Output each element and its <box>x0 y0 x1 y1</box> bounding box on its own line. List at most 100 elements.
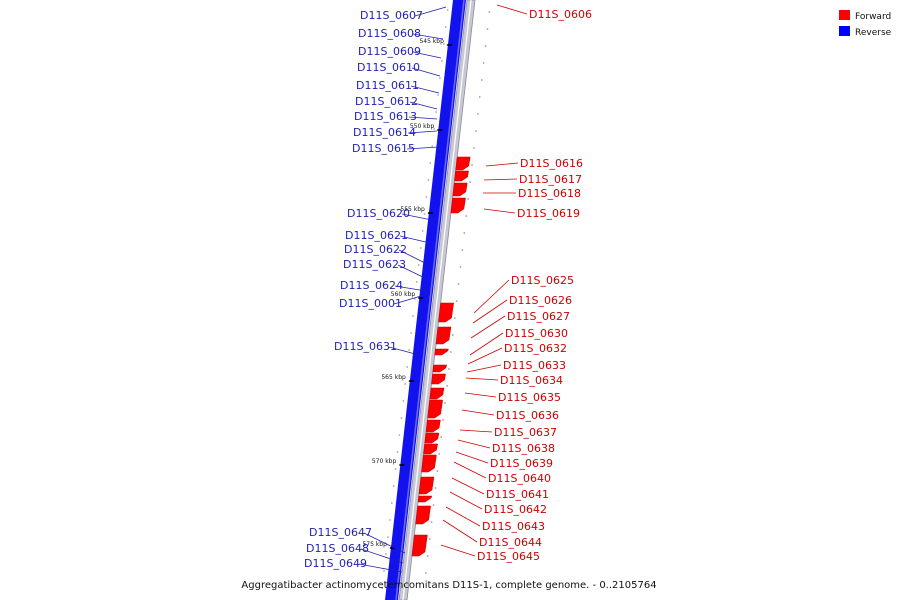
gene-leader-line <box>465 377 499 381</box>
reverse-gene-label[interactable]: D11S_0615 <box>352 142 415 155</box>
gene-leader-line <box>449 491 483 510</box>
forward-gene-block[interactable] <box>434 348 449 356</box>
forward-gene-label[interactable]: D11S_0633 <box>503 359 566 372</box>
reverse-gene-label[interactable]: D11S_0001 <box>339 297 402 310</box>
legend: Forward Reverse <box>839 10 892 38</box>
reverse-gene-label[interactable]: D11S_0631 <box>334 340 397 353</box>
forward-gene-blocks <box>411 156 471 557</box>
forward-gene-label[interactable]: D11S_0639 <box>490 457 553 470</box>
forward-gene-block[interactable] <box>438 302 454 323</box>
genome-backbone <box>398 0 476 600</box>
gene-leader-line <box>412 51 442 59</box>
forward-gene-label[interactable]: D11S_0642 <box>484 503 547 516</box>
reverse-gene-label[interactable]: D11S_0620 <box>347 207 410 220</box>
gene-leader-line <box>467 347 503 365</box>
forward-gene-block[interactable] <box>423 443 438 455</box>
reverse-gene-label[interactable]: D11S_0609 <box>358 45 421 58</box>
forward-gene-block[interactable] <box>431 373 446 385</box>
gene-leader-line <box>483 208 516 214</box>
forward-gene-block[interactable] <box>418 476 435 495</box>
scale-tick-label: 550 kbp <box>410 123 435 130</box>
forward-gene-label[interactable]: D11S_0627 <box>507 310 570 323</box>
forward-gene-block[interactable] <box>427 399 443 419</box>
forward-gene-label[interactable]: D11S_0638 <box>492 442 555 455</box>
reverse-gene-label[interactable]: D11S_0621 <box>345 229 408 242</box>
gene-leader-line <box>483 178 518 181</box>
reverse-gene-label[interactable]: D11S_0610 <box>357 61 420 74</box>
forward-gene-block[interactable] <box>415 505 431 525</box>
reverse-gene-label[interactable]: D11S_0608 <box>358 27 421 40</box>
scale-tick-label: 555 kbp <box>400 206 425 213</box>
gene-leader-line <box>440 544 476 557</box>
forward-gene-block[interactable] <box>424 432 440 444</box>
scale-ticks: 545 kbp 550 kbp 555 kbp 560 kbp 565 kbp 570 k… <box>362 9 491 589</box>
forward-gene-label[interactable]: D11S_0625 <box>511 274 574 287</box>
forward-gene-label[interactable]: D11S_0634 <box>500 374 563 387</box>
reverse-gene-label[interactable]: D11S_0647 <box>309 526 372 539</box>
gene-leader-line <box>408 116 438 120</box>
gene-leader-line <box>410 85 440 94</box>
reverse-gene-label[interactable]: D11S_0623 <box>343 258 406 271</box>
forward-gene-label[interactable]: D11S_0640 <box>488 472 551 485</box>
forward-gene-block[interactable] <box>454 170 469 182</box>
forward-gene-label[interactable]: D11S_0644 <box>479 536 542 549</box>
gene-leader-line <box>388 346 420 356</box>
legend-swatch-reverse <box>839 26 850 36</box>
forward-gene-block[interactable] <box>432 364 447 373</box>
legend-label-forward: Forward <box>855 12 891 22</box>
scale-tick-label: 560 kbp <box>391 291 416 298</box>
reverse-gene-label[interactable]: D11S_0614 <box>353 126 416 139</box>
reverse-gene-label[interactable]: D11S_0612 <box>355 95 418 108</box>
gene-leader-line <box>470 315 506 339</box>
reverse-gene-label[interactable]: D11S_0607 <box>360 9 423 22</box>
reverse-gene-label[interactable]: D11S_0611 <box>356 79 419 92</box>
gene-leader-line <box>469 332 504 356</box>
forward-gene-label[interactable]: D11S_0618 <box>518 187 581 200</box>
forward-gene-block[interactable] <box>429 387 445 400</box>
gene-leader-line <box>451 477 485 495</box>
reverse-gene-label[interactable]: D11S_0648 <box>306 542 369 555</box>
forward-gene-label[interactable]: D11S_0616 <box>520 157 583 170</box>
forward-gene-label[interactable]: D11S_0645 <box>477 550 540 563</box>
gene-leader-line <box>459 429 493 433</box>
forward-gene-label[interactable]: D11S_0636 <box>496 409 559 422</box>
reverse-gene-label[interactable]: D11S_0613 <box>354 110 417 123</box>
gene-leader-line <box>445 506 481 527</box>
gene-leader-line <box>398 249 430 266</box>
gene-leader-line <box>453 461 487 479</box>
forward-gene-label[interactable]: D11S_0641 <box>486 488 549 501</box>
forward-gene-label[interactable]: D11S_0626 <box>509 294 572 307</box>
scale-tick-label: 575 kbp <box>362 541 387 548</box>
forward-gene-label[interactable]: D11S_0637 <box>494 426 557 439</box>
gene-leader-line <box>406 146 439 150</box>
forward-gene-label[interactable]: D11S_0619 <box>517 207 580 220</box>
gene-leader-line <box>455 451 489 464</box>
scale-tick-label: 545 kbp <box>419 38 444 45</box>
gene-leader-line <box>457 439 491 449</box>
gene-leader-line <box>399 235 431 244</box>
gene-leader-line <box>461 409 495 416</box>
forward-gene-label[interactable]: D11S_0617 <box>519 173 582 186</box>
forward-gene-label[interactable]: D11S_0630 <box>505 327 568 340</box>
legend-label-reverse: Reverse <box>855 28 892 38</box>
forward-gene-block[interactable] <box>452 182 468 197</box>
forward-gene-label[interactable]: D11S_0632 <box>504 342 567 355</box>
gene-leader-line <box>358 563 403 573</box>
forward-gene-block[interactable] <box>455 156 471 171</box>
forward-gene-block[interactable] <box>417 495 433 503</box>
forward-gene-label[interactable]: D11S_0643 <box>482 520 545 533</box>
gene-leader-line <box>464 392 497 398</box>
reverse-gene-label[interactable]: D11S_0624 <box>340 279 403 292</box>
forward-gene-block[interactable] <box>435 326 452 345</box>
reverse-gene-label[interactable]: D11S_0622 <box>344 243 407 256</box>
backbone-highlight <box>402 0 472 600</box>
forward-gene-label[interactable]: D11S_0606 <box>529 8 592 21</box>
forward-gene-block[interactable] <box>450 197 466 214</box>
forward-gene-block[interactable] <box>425 419 441 433</box>
forward-gene-block[interactable] <box>411 534 428 557</box>
gene-leader-line <box>466 364 502 373</box>
gene-leader-line <box>363 532 406 554</box>
forward-gene-block[interactable] <box>421 454 437 473</box>
reverse-gene-label[interactable]: D11S_0649 <box>304 557 367 570</box>
forward-gene-label[interactable]: D11S_0635 <box>498 391 561 404</box>
